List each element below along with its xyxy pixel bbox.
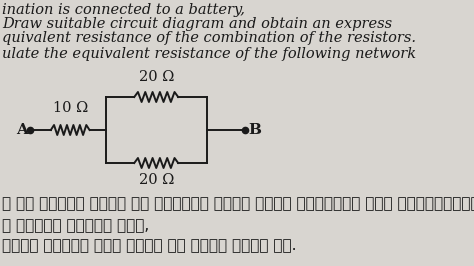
Text: ulate the equivalent resistance of the following network: ulate the equivalent resistance of the f… [2, 47, 416, 61]
Text: Draw suitable circuit diagram and obtain an express: Draw suitable circuit diagram and obtain… [2, 17, 392, 31]
Text: किसी आवर्त में बाएँ से दाएँ जाने पर.: किसी आवर्त में बाएँ से दाएँ जाने पर. [2, 238, 296, 253]
Text: B: B [248, 123, 261, 137]
Text: ination is connected to a battery,: ination is connected to a battery, [2, 3, 245, 17]
Text: 10 Ω: 10 Ω [53, 101, 88, 115]
Text: quivalent resistance of the combination of the resistors.: quivalent resistance of the combination … [2, 31, 416, 45]
Text: 20 Ω: 20 Ω [138, 70, 174, 84]
Text: क के आवर्त नियम को चुनौती देने वाले किन्हीं तीन प्रेक्षणों की सूची ब: क के आवर्त नियम को चुनौती देने वाले किन्… [2, 196, 474, 211]
Text: क आवर्त सारणी में,: क आवर्त सारणी में, [2, 218, 149, 233]
Text: A: A [16, 123, 27, 137]
Text: 20 Ω: 20 Ω [138, 173, 174, 187]
